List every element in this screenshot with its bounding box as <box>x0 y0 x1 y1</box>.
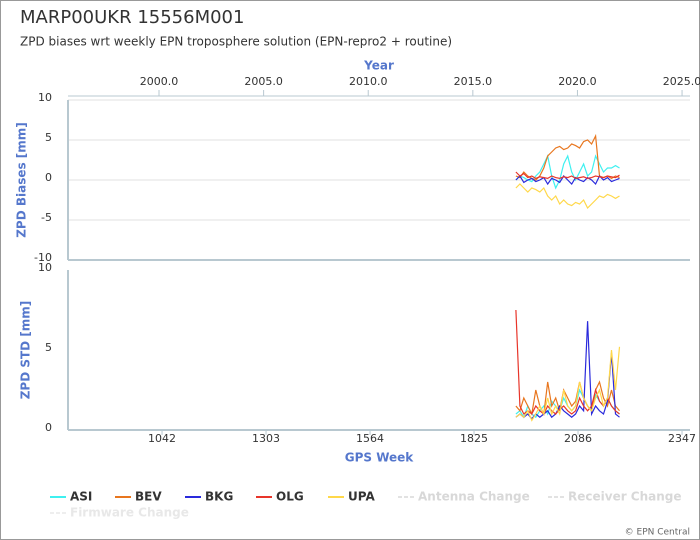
legend-label: Receiver Change <box>568 490 682 504</box>
x-tick-label: 1303 <box>252 432 280 445</box>
legend-label: Firmware Change <box>70 506 189 520</box>
x2-tick-label: 2005.0 <box>244 75 283 88</box>
series-line <box>515 171 620 180</box>
x2-tick-label: 2010.0 <box>349 75 388 88</box>
y-tick-label: 10 <box>38 91 52 104</box>
x-tick-label: 2086 <box>564 432 592 445</box>
chart-subtitle: ZPD biases wrt weekly EPN troposphere so… <box>20 35 452 49</box>
x-tick-label: 1825 <box>460 432 488 445</box>
series-line <box>515 380 620 417</box>
y-tick-label: 0 <box>45 421 52 434</box>
x2-tick-label: 2025.0 <box>663 75 700 88</box>
credit: © EPN Central <box>625 528 690 538</box>
legend-label: ASI <box>70 490 92 504</box>
legend-label: Antenna Change <box>418 490 530 504</box>
series-line <box>515 183 620 210</box>
y-axis-label: ZPD STD [mm] <box>19 301 33 400</box>
series-line <box>515 346 621 422</box>
y-tick-label: -10 <box>34 251 52 264</box>
y-tick-label: 0 <box>45 171 52 184</box>
series-line <box>515 174 620 186</box>
y-tick-label: -5 <box>41 211 52 224</box>
x2-axis-label: Year <box>363 59 394 73</box>
x2-tick-label: 2020.0 <box>558 75 597 88</box>
x-axis-label: GPS Week <box>345 451 415 465</box>
y-tick-label: 5 <box>45 341 52 354</box>
y-tick-label: 5 <box>45 131 52 144</box>
x2-tick-label: 2015.0 <box>454 75 493 88</box>
y-tick-label: 10 <box>38 261 52 274</box>
series-line <box>515 309 620 415</box>
legend-label: BEV <box>135 490 162 504</box>
legend-label: BKG <box>205 490 233 504</box>
y-axis-label: ZPD Biases [mm] <box>15 122 29 238</box>
x2-tick-label: 2000.0 <box>140 75 179 88</box>
legend-label: OLG <box>276 490 304 504</box>
chart-title: MARP00UKR 15556M001 <box>20 7 244 28</box>
legend-label: UPA <box>348 490 375 504</box>
x-tick-label: 1564 <box>356 432 384 445</box>
x-tick-label: 1042 <box>148 432 176 445</box>
x-tick-label: 2347 <box>668 432 696 445</box>
